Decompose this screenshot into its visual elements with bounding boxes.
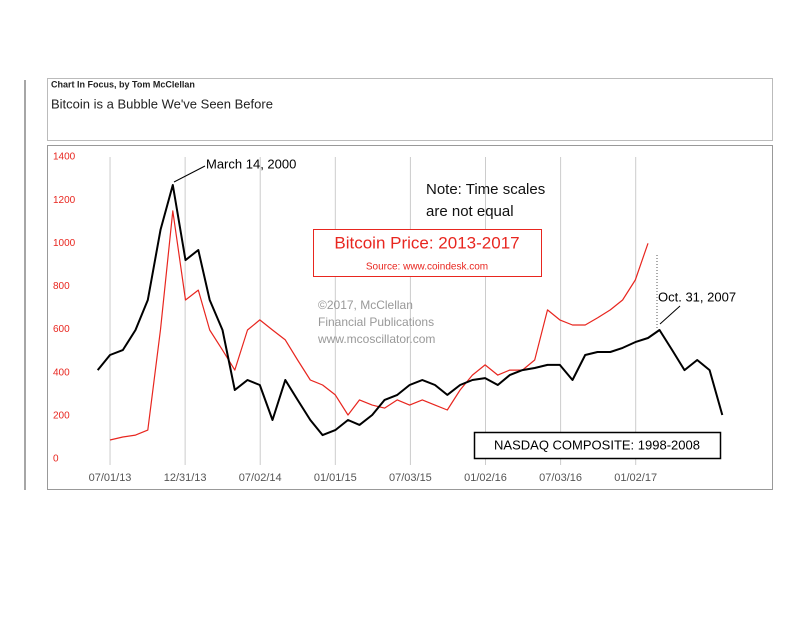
y-tick-label: 1000 <box>53 238 76 249</box>
x-tick-label: 01/02/17 <box>614 472 657 484</box>
credit: Financial Publications <box>318 315 434 329</box>
x-tick-label: 07/03/15 <box>389 472 432 484</box>
bitcoin-box <box>313 229 542 277</box>
bitcoin-label: Bitcoin Price: 2013-2017 <box>334 233 519 252</box>
peak-label: March 14, 2000 <box>206 156 296 171</box>
y-tick-label: 0 <box>53 454 59 465</box>
y-tick-label: 1400 <box>53 152 76 163</box>
y-tick-label: 200 <box>53 410 70 421</box>
x-tick-label: 12/31/13 <box>164 472 207 484</box>
x-tick-label: 01/02/16 <box>464 472 507 484</box>
x-tick-label: 07/03/16 <box>539 472 582 484</box>
x-tick-label: 01/01/15 <box>314 472 357 484</box>
y-tick-label: 1200 <box>53 195 76 206</box>
source: Source: www.coindesk.com <box>366 262 488 273</box>
end-arrow <box>659 305 681 325</box>
credit: www.mcoscillator.com <box>317 332 435 346</box>
grid: 0 200 400 600 800 1000 1200 1400 07/01/13 12/31/1… <box>53 152 657 484</box>
note: Note: Time scales <box>426 181 545 198</box>
nasdaq-box <box>473 431 722 460</box>
y-tick-label: 400 <box>53 367 70 378</box>
series-line <box>96 184 724 437</box>
header-panel <box>47 78 773 141</box>
nasdaq-label: NASDAQ COMPOSITE: 1998-2008 <box>494 437 700 452</box>
note: are not equal <box>426 203 514 220</box>
x-tick-label: 07/01/13 <box>89 472 132 484</box>
end-label: Oct. 31, 2007 <box>658 289 736 304</box>
x-tick-label: 07/02/14 <box>239 472 282 484</box>
lines <box>96 184 724 441</box>
headline: Bitcoin is a Bubble We've Seen Before <box>51 96 273 111</box>
y-tick-label: 600 <box>53 324 70 335</box>
y-tick-label: 800 <box>53 281 70 292</box>
credit: ©2017, McClellan <box>318 298 413 312</box>
kicker: Chart In Focus, by Tom McClellan <box>51 79 195 89</box>
peak-arrow <box>173 165 206 183</box>
